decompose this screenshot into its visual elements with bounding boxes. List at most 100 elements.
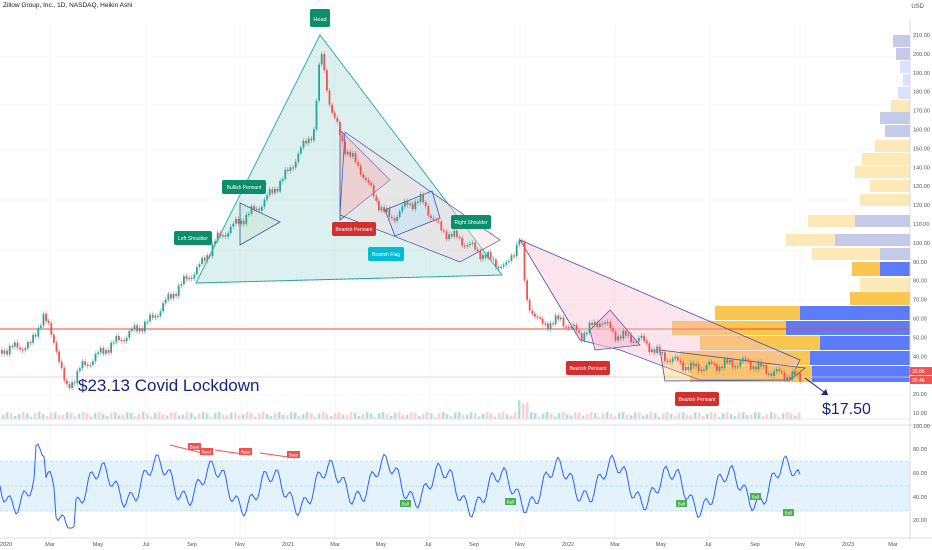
volume-bar <box>138 413 141 419</box>
candle <box>531 310 534 314</box>
bullish-pennant-shape[interactable] <box>239 202 281 246</box>
volume-bar <box>10 412 13 419</box>
candle <box>534 313 536 317</box>
candle <box>396 216 398 221</box>
candle <box>58 351 60 362</box>
volume-bar <box>14 415 17 419</box>
candle <box>66 380 68 384</box>
candle <box>552 323 554 325</box>
volume-bar <box>450 415 453 419</box>
candle <box>440 221 443 231</box>
candle <box>99 348 102 353</box>
svg-text:Bull: Bull <box>507 500 515 505</box>
candle <box>664 352 666 361</box>
left-shoulder-label[interactable]: Left Shoulder <box>174 231 212 245</box>
volume-bar <box>730 414 733 419</box>
candle <box>128 330 131 338</box>
volume-bar <box>262 412 265 419</box>
volume-bar <box>18 414 21 419</box>
candle <box>172 293 175 299</box>
price-tick-label: 70.00 <box>913 298 927 304</box>
candle <box>786 376 788 380</box>
candle <box>146 321 149 323</box>
rsi-bull-badge-3: Bull <box>676 500 687 507</box>
right-shoulder-label[interactable]: Right Shoulder <box>451 215 491 229</box>
volume-bar <box>362 414 365 419</box>
candle <box>554 315 557 325</box>
candle <box>469 243 471 246</box>
candle <box>190 277 193 280</box>
candle <box>261 206 263 211</box>
candle <box>539 317 541 319</box>
candle <box>557 315 560 320</box>
candle <box>570 325 573 328</box>
candle <box>562 317 565 327</box>
volume-bar <box>510 415 513 419</box>
bearish-pennant-shape-2[interactable] <box>589 309 641 351</box>
candle <box>287 169 289 172</box>
candle <box>417 201 419 203</box>
volume-bar <box>798 412 801 419</box>
bearish-pennant-label-2[interactable]: Bearish Pennant <box>566 361 610 375</box>
candle <box>586 332 588 334</box>
candle <box>606 322 609 324</box>
candle <box>601 323 604 325</box>
bearish-pennant-shape[interactable] <box>339 129 391 221</box>
volume-series <box>2 400 801 419</box>
candle <box>232 223 235 227</box>
candle <box>643 335 645 341</box>
candle <box>671 358 674 362</box>
candle <box>409 203 411 205</box>
rsi-tick-label: 60.00 <box>913 471 927 477</box>
candle <box>144 321 146 332</box>
candle <box>448 234 450 240</box>
candle <box>305 140 307 144</box>
volume-bar <box>602 413 605 419</box>
candle <box>162 303 164 312</box>
candle <box>424 202 427 207</box>
candle <box>414 201 417 210</box>
candle <box>310 138 313 141</box>
svg-text:Bull: Bull <box>752 495 760 500</box>
candle <box>362 174 365 178</box>
bearish-pennant-label-1[interactable]: Bearish Pennant <box>332 222 376 236</box>
candle <box>775 369 778 372</box>
bearish-pennant-label-3[interactable]: Bearish Pennant <box>675 392 719 406</box>
volume-bar <box>94 413 97 419</box>
candle <box>370 182 372 186</box>
hs-neckline <box>195 274 503 284</box>
candle <box>250 206 253 214</box>
volume-bar <box>406 414 409 419</box>
currency-label: USD <box>911 4 924 10</box>
chart-header: Zillow Group, Inc., 1D, NASDAQ, Heikin A… <box>3 2 133 9</box>
volume-bar <box>418 416 421 419</box>
candle <box>79 368 81 371</box>
volume-bar <box>86 413 89 419</box>
volume-bar <box>630 415 633 419</box>
volume-bar <box>178 415 181 419</box>
volume-bar <box>238 415 241 419</box>
candle <box>635 341 638 343</box>
svg-text:30.46: 30.46 <box>912 378 925 384</box>
candle <box>406 200 409 205</box>
price-tick-label: 10.00 <box>913 411 927 417</box>
bearish-flag-label[interactable]: Bearish Flag <box>368 247 404 261</box>
bullish-pennant-label[interactable]: Bullish Pennant <box>222 180 266 194</box>
volume-bar <box>206 413 209 419</box>
volume-bar <box>294 412 297 419</box>
candle <box>14 342 16 347</box>
candle <box>471 242 474 244</box>
volume-bar <box>622 412 625 419</box>
volume-bar <box>774 413 777 419</box>
volume-bar <box>538 416 541 419</box>
candle <box>242 220 245 225</box>
downtrend-wedge[interactable] <box>519 239 801 381</box>
candle <box>149 314 151 322</box>
svg-text:Bearish Flag: Bearish Flag <box>372 252 400 258</box>
time-tick-label: May <box>656 542 667 548</box>
volume-bar <box>518 400 521 419</box>
candle <box>583 333 586 341</box>
candle <box>604 322 606 324</box>
head-label[interactable]: Head <box>310 9 330 27</box>
